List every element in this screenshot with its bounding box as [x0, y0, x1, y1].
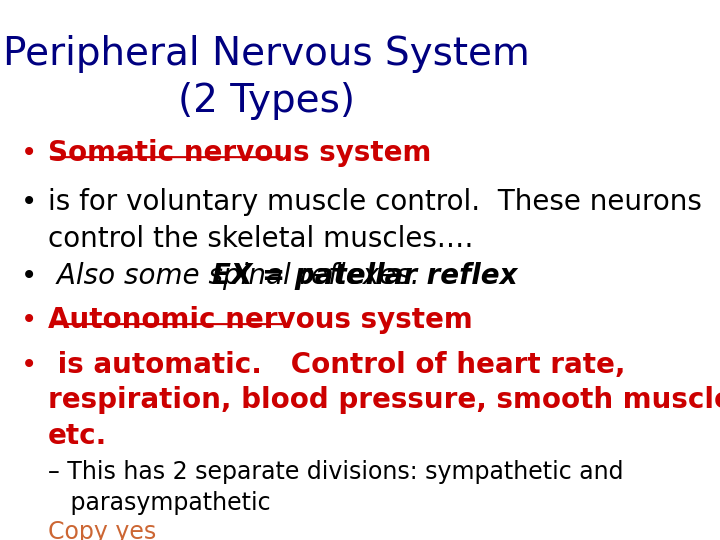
Text: Copy yes: Copy yes: [48, 519, 156, 540]
Text: EX = patellar reflex: EX = patellar reflex: [212, 262, 518, 290]
Text: •: •: [22, 262, 37, 290]
Text: •: •: [22, 350, 37, 379]
Text: •: •: [22, 188, 37, 216]
Text: Autonomic nervous system: Autonomic nervous system: [48, 306, 472, 334]
Text: •: •: [22, 306, 37, 334]
Text: – This has 2 separate divisions: sympathetic and
   parasympathetic: – This has 2 separate divisions: sympath…: [48, 461, 624, 515]
Text: is automatic.   Control of heart rate,
respiration, blood pressure, smooth muscl: is automatic. Control of heart rate, res…: [48, 350, 720, 450]
Text: Also some spinal reflexes.: Also some spinal reflexes.: [48, 262, 428, 290]
Text: is for voluntary muscle control.  These neurons
control the skeletal muscles.…: is for voluntary muscle control. These n…: [48, 188, 702, 253]
Text: •: •: [22, 139, 37, 167]
Text: Somatic nervous system: Somatic nervous system: [48, 139, 431, 167]
Text: Peripheral Nervous System
(2 Types): Peripheral Nervous System (2 Types): [3, 35, 529, 120]
